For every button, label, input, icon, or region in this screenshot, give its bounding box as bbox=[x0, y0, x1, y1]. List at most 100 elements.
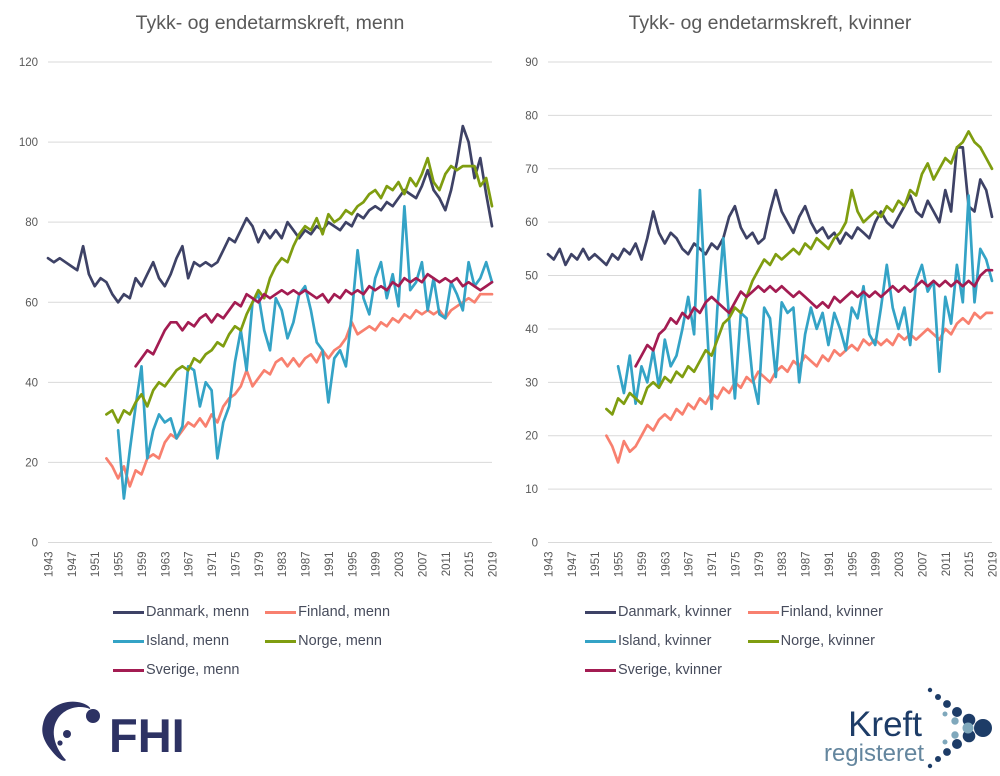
x-tick-label: 1983 bbox=[277, 552, 289, 578]
series-line-norge-menn bbox=[105, 156, 494, 424]
x-tick-label: 1979 bbox=[254, 552, 266, 578]
fhi-logo-text: FHI bbox=[109, 709, 185, 762]
x-tick-label: 1971 bbox=[207, 552, 219, 578]
y-tick-label: 60 bbox=[525, 217, 538, 229]
legend-swatch bbox=[585, 668, 616, 672]
x-tick-label: 2015 bbox=[964, 552, 976, 578]
legend-swatch bbox=[265, 639, 297, 643]
x-tick-label: 2007 bbox=[417, 552, 429, 578]
x-tick-label: 1967 bbox=[184, 552, 196, 578]
legend-label: Sverige, kvinner bbox=[618, 662, 722, 678]
y-tick-label: 50 bbox=[525, 271, 538, 283]
kreftregisteret-logo-line1: Kreft bbox=[848, 705, 922, 744]
legend-swatch bbox=[265, 610, 297, 614]
x-tick-label: 1975 bbox=[230, 552, 242, 578]
legend-swatch bbox=[585, 639, 616, 643]
y-tick-label: 120 bbox=[19, 57, 38, 69]
series-line-sverige-kvinner bbox=[634, 268, 994, 368]
x-tick-label: 1967 bbox=[684, 552, 696, 578]
legend-menn: Danmark, menn Finland, menn Island, menn No… bbox=[113, 604, 390, 678]
legend-swatch bbox=[585, 610, 616, 614]
legend-swatch bbox=[113, 610, 144, 614]
series-line-island-kvinner bbox=[616, 188, 994, 411]
x-tick-label: 1999 bbox=[871, 552, 883, 578]
x-tick-label: 1943 bbox=[44, 552, 56, 578]
x-tick-label: 1999 bbox=[371, 552, 383, 578]
x-tick-label: 1959 bbox=[137, 552, 149, 578]
legend-item: Danmark, kvinner bbox=[585, 604, 732, 620]
legend-swatch bbox=[113, 639, 144, 643]
legend-swatch bbox=[747, 639, 779, 643]
fhi-logo-graphic: FHI bbox=[42, 701, 185, 762]
legend-item: Norge, kvinner bbox=[747, 633, 883, 649]
legend-item: Sverige, menn bbox=[113, 662, 249, 678]
legend-item: Island, menn bbox=[113, 633, 249, 649]
x-tick-label: 1987 bbox=[301, 552, 313, 578]
legend-label: Sverige, menn bbox=[146, 662, 240, 678]
fhi-swoosh-icon bbox=[42, 701, 100, 761]
y-tick-label: 20 bbox=[525, 431, 538, 443]
x-tick-label: 1943 bbox=[544, 552, 556, 578]
chart-title: Tykk- og endetarmskreft, kvinner bbox=[629, 12, 912, 34]
x-tick-label: 2011 bbox=[441, 552, 453, 577]
x-tick-label: 1987 bbox=[801, 552, 813, 578]
x-tick-label: 2007 bbox=[917, 552, 929, 578]
x-tick-label: 1983 bbox=[777, 552, 789, 578]
chart-title: Tykk- og endetarmskreft, menn bbox=[136, 12, 405, 34]
x-tick-label: 1963 bbox=[660, 552, 672, 578]
legend-label: Island, menn bbox=[146, 633, 230, 649]
legend-swatch bbox=[747, 610, 779, 614]
x-tick-label: 2003 bbox=[894, 552, 906, 578]
x-tick-label: 1951 bbox=[90, 552, 102, 578]
fhi-logo: FHI bbox=[30, 692, 240, 773]
y-tick-label: 90 bbox=[525, 57, 538, 69]
legend-label: Danmark, menn bbox=[146, 604, 250, 620]
series-line-danmark-menn bbox=[46, 124, 494, 304]
y-tick-label: 40 bbox=[25, 377, 38, 389]
legend-label: Norge, menn bbox=[298, 633, 382, 649]
series-line-danmark-kvinner bbox=[546, 146, 994, 267]
legend-item: Finland, menn bbox=[265, 604, 390, 620]
legend-label: Island, kvinner bbox=[618, 633, 712, 649]
x-tick-label: 1971 bbox=[707, 552, 719, 578]
x-tick-label: 2003 bbox=[394, 552, 406, 578]
x-tick-label: 2011 bbox=[941, 552, 953, 577]
chart-kvinner: Tykk- og endetarmskreft, kvinner 0 10 20 30 4… bbox=[525, 12, 1000, 578]
x-tick-label: 1947 bbox=[67, 552, 79, 578]
x-tick-label: 1979 bbox=[754, 552, 766, 578]
x-tick-label: 1951 bbox=[590, 552, 602, 578]
x-tick-label: 1955 bbox=[614, 552, 626, 578]
y-tick-label: 60 bbox=[25, 297, 38, 309]
x-tick-label: 1991 bbox=[824, 552, 836, 578]
x-tick-label: 2015 bbox=[464, 552, 476, 578]
legend-label: Finland, kvinner bbox=[780, 604, 883, 620]
legend-item: Island, kvinner bbox=[585, 633, 732, 649]
kreftregisteret-logo-line2: registeret bbox=[824, 740, 924, 767]
legend-label: Danmark, kvinner bbox=[618, 604, 732, 620]
y-tick-label: 100 bbox=[19, 137, 38, 149]
y-tick-label: 30 bbox=[525, 377, 538, 389]
legend-swatch bbox=[113, 668, 144, 672]
series-line-finland-kvinner bbox=[605, 311, 994, 464]
x-tick-label: 1975 bbox=[730, 552, 742, 578]
y-tick-label: 10 bbox=[525, 484, 538, 496]
legend-item: Sverige, kvinner bbox=[585, 662, 732, 678]
y-tick-label: 70 bbox=[525, 164, 538, 176]
x-tick-label: 1959 bbox=[637, 552, 649, 578]
x-tick-label: 2019 bbox=[988, 552, 1000, 578]
x-tick-label: 1991 bbox=[324, 552, 336, 578]
series-line-sverige-menn bbox=[134, 272, 494, 368]
series-line-norge-kvinner bbox=[605, 130, 994, 416]
x-tick-label: 1947 bbox=[567, 552, 579, 578]
legend-label: Norge, kvinner bbox=[780, 633, 875, 649]
x-tick-label: 1995 bbox=[347, 552, 359, 578]
y-tick-label: 80 bbox=[525, 110, 538, 122]
x-tick-label: 2019 bbox=[488, 552, 500, 578]
x-tick-label: 1995 bbox=[847, 552, 859, 578]
y-tick-label: 20 bbox=[25, 457, 38, 469]
series-line-finland-menn bbox=[105, 292, 494, 488]
legend-kvinner: Danmark, kvinner Finland, kvinner Island, … bbox=[585, 604, 883, 678]
x-tick-label: 1963 bbox=[160, 552, 172, 578]
y-tick-label: 80 bbox=[25, 217, 38, 229]
